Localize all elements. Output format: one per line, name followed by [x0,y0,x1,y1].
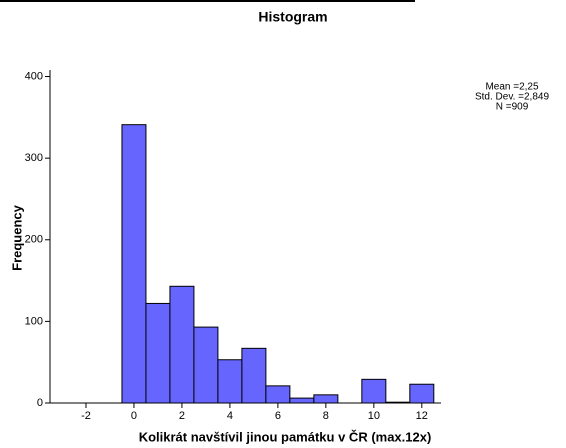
bar [121,124,147,404]
x-tick-label: 8 [323,410,329,422]
x-tick-label: 2 [179,410,185,422]
x-tick-label: 6 [275,410,281,422]
x-axis-label: Kolikrát navštívil jinou památku v ČR (m… [139,429,432,444]
bar [265,385,291,404]
stat-label: Mean =2,25 [485,82,539,93]
bar [289,397,315,404]
bar [409,383,435,404]
y-axis-label: Frequency [9,204,24,271]
y-tick-label: 100 [25,315,43,327]
y-tick-label: 0 [37,397,43,409]
x-tick-label: 0 [131,410,137,422]
x-tick-label: -2 [81,410,91,422]
bar [169,285,195,404]
bar [361,378,387,404]
bar [313,394,339,404]
bar [145,302,171,404]
bar [193,326,219,404]
chart-title: Histogram [258,9,327,25]
y-tick-label: 400 [25,70,43,82]
bar [241,347,267,404]
bar [217,359,243,404]
x-tick-label: 12 [416,410,428,422]
y-tick-label: 200 [25,234,43,246]
x-tick-label: 4 [227,410,233,422]
stat-label: N =909 [496,102,529,113]
x-tick-label: 10 [368,410,380,422]
y-tick-label: 300 [25,152,43,164]
stat-label: Std. Dev. =2,849 [475,92,549,103]
